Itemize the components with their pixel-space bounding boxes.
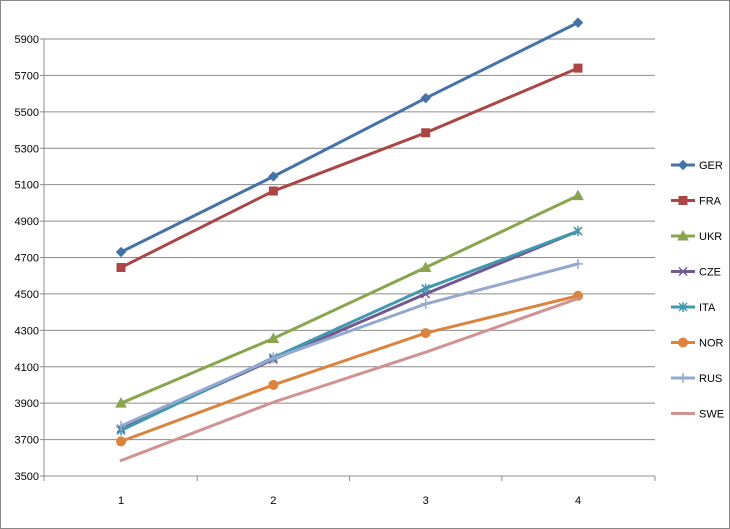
y-tick-label: 5500 bbox=[15, 107, 39, 119]
y-tick-label: 4900 bbox=[15, 216, 39, 228]
series-fra bbox=[116, 63, 583, 273]
x-tick-label: 2 bbox=[270, 495, 276, 507]
legend-label: RUS bbox=[699, 373, 722, 385]
series-line bbox=[119, 21, 580, 254]
legend-marker bbox=[678, 196, 688, 205]
legend-label: GER bbox=[699, 160, 723, 172]
data-point bbox=[268, 171, 279, 182]
legend-marker bbox=[677, 229, 689, 241]
legend-label: SWE bbox=[699, 409, 724, 421]
data-point bbox=[421, 283, 431, 294]
data-point bbox=[573, 258, 583, 269]
series-line bbox=[119, 194, 580, 405]
series-nor bbox=[116, 290, 583, 447]
legend-marker bbox=[678, 266, 688, 277]
legend-item-rus: RUS bbox=[671, 373, 722, 385]
legend-item-nor: NOR bbox=[671, 337, 724, 350]
series-line bbox=[119, 229, 580, 432]
data-point bbox=[268, 353, 279, 364]
legend-item-swe: SWE bbox=[671, 409, 724, 421]
series-ukr bbox=[115, 189, 584, 408]
y-tick-label: 4700 bbox=[15, 253, 39, 265]
legend-item-ukr: UKR bbox=[671, 229, 722, 243]
data-point bbox=[115, 246, 127, 258]
data-point bbox=[268, 379, 279, 390]
legend-label: FRA bbox=[699, 196, 722, 208]
y-tick-label: 3700 bbox=[15, 435, 39, 447]
data-point bbox=[268, 186, 278, 196]
y-tick-label: 5100 bbox=[15, 180, 39, 192]
y-tick-label: 3900 bbox=[15, 398, 39, 410]
data-point bbox=[116, 436, 126, 447]
legend-label: CZE bbox=[699, 267, 721, 279]
legend: GER FRA UKR CZE ITA NOR RUS SWE bbox=[671, 159, 724, 421]
data-point bbox=[572, 189, 584, 201]
data-point bbox=[421, 128, 431, 138]
legend-item-fra: FRA bbox=[671, 196, 722, 208]
legend-label: UKR bbox=[699, 231, 722, 243]
y-tick-label: 4500 bbox=[15, 289, 39, 301]
x-tick-label: 3 bbox=[423, 495, 429, 507]
data-point bbox=[419, 261, 432, 273]
legend-label: NOR bbox=[699, 338, 724, 350]
legend-item-ita: ITA bbox=[671, 302, 716, 314]
data-point bbox=[572, 17, 584, 28]
y-tick-label: 5300 bbox=[15, 143, 39, 155]
legend-marker bbox=[677, 159, 689, 171]
legend-label: ITA bbox=[699, 302, 716, 314]
data-point bbox=[420, 328, 431, 339]
series-ger bbox=[115, 17, 584, 258]
series-line bbox=[119, 66, 580, 270]
series-line bbox=[119, 296, 580, 463]
series-rus bbox=[116, 258, 583, 431]
legend-marker bbox=[678, 302, 688, 312]
legend-item-ger: GER bbox=[671, 159, 723, 172]
series-line bbox=[119, 262, 580, 428]
legend-marker bbox=[678, 337, 688, 348]
data-point bbox=[573, 63, 583, 73]
data-point bbox=[116, 263, 126, 273]
data-point bbox=[573, 226, 583, 237]
data-point bbox=[420, 298, 431, 309]
data-point bbox=[115, 397, 127, 408]
x-tick-label: 4 bbox=[575, 495, 581, 507]
y-tick-label: 5700 bbox=[15, 70, 39, 82]
legend-marker bbox=[678, 373, 688, 383]
data-point bbox=[116, 420, 126, 431]
y-tick-label: 5900 bbox=[15, 34, 39, 46]
y-tick-label: 4100 bbox=[15, 362, 39, 374]
data-point bbox=[420, 92, 431, 104]
y-tick-label: 4300 bbox=[15, 325, 39, 337]
x-tick-label: 1 bbox=[118, 495, 124, 507]
series-line bbox=[119, 294, 580, 443]
data-point bbox=[267, 332, 280, 344]
series-swe bbox=[119, 296, 580, 463]
legend-item-cze: CZE bbox=[671, 267, 721, 279]
y-tick-label: 3500 bbox=[15, 471, 39, 483]
